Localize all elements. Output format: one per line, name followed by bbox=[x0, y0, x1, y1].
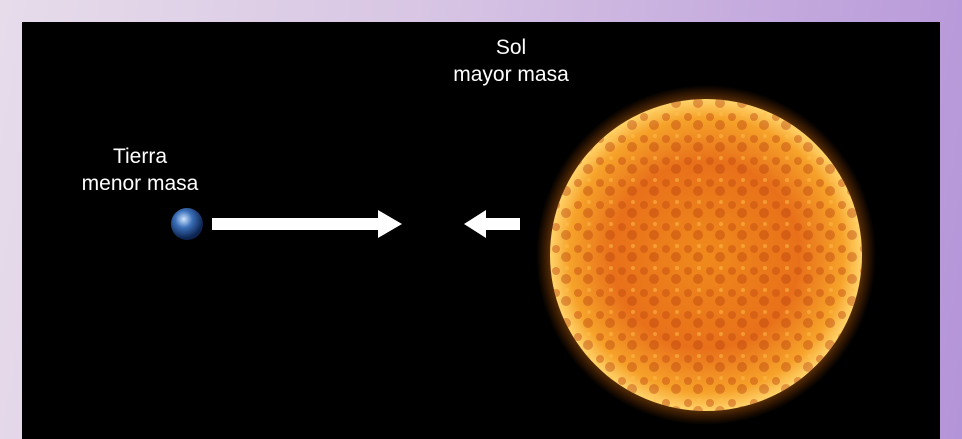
earth bbox=[171, 208, 203, 240]
arrow-right bbox=[212, 210, 402, 238]
sun-name: Sol bbox=[496, 36, 526, 59]
sun-caption: mayor masa bbox=[453, 63, 569, 86]
earth-name: Tierra bbox=[113, 145, 167, 168]
arrow-left bbox=[464, 210, 520, 238]
earth-caption: menor masa bbox=[82, 172, 199, 195]
sun-texture bbox=[550, 99, 862, 411]
